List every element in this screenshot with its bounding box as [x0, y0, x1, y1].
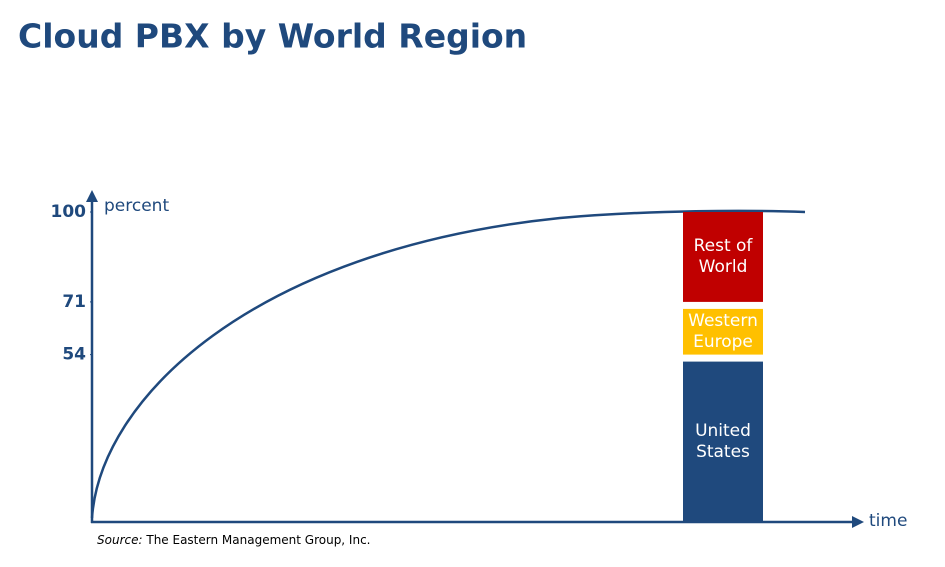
y-axis-label: percent [104, 196, 169, 216]
segment-label: United States [695, 420, 751, 462]
x-axis-label: time [869, 511, 907, 531]
y-tick-label: 100 [51, 202, 87, 222]
x-axis-arrow [852, 516, 864, 528]
growth-curve [90, 209, 806, 519]
bar-segment [683, 308, 763, 355]
source-label: Source: [97, 533, 143, 547]
source-text: The Eastern Management Group, Inc. [145, 533, 370, 547]
segment-label: Rest of World [693, 235, 753, 277]
source: Source: The Eastern Management Group, In… [97, 533, 371, 547]
chart-title: Cloud PBX by World Region [18, 17, 527, 56]
y-tick-label: 71 [62, 292, 86, 312]
y-axis-arrow [86, 190, 98, 202]
segment-label: Western Europe [688, 310, 758, 352]
bar-segment [683, 361, 763, 522]
bar-segment [683, 212, 763, 302]
y-tick-label: 54 [62, 345, 86, 365]
